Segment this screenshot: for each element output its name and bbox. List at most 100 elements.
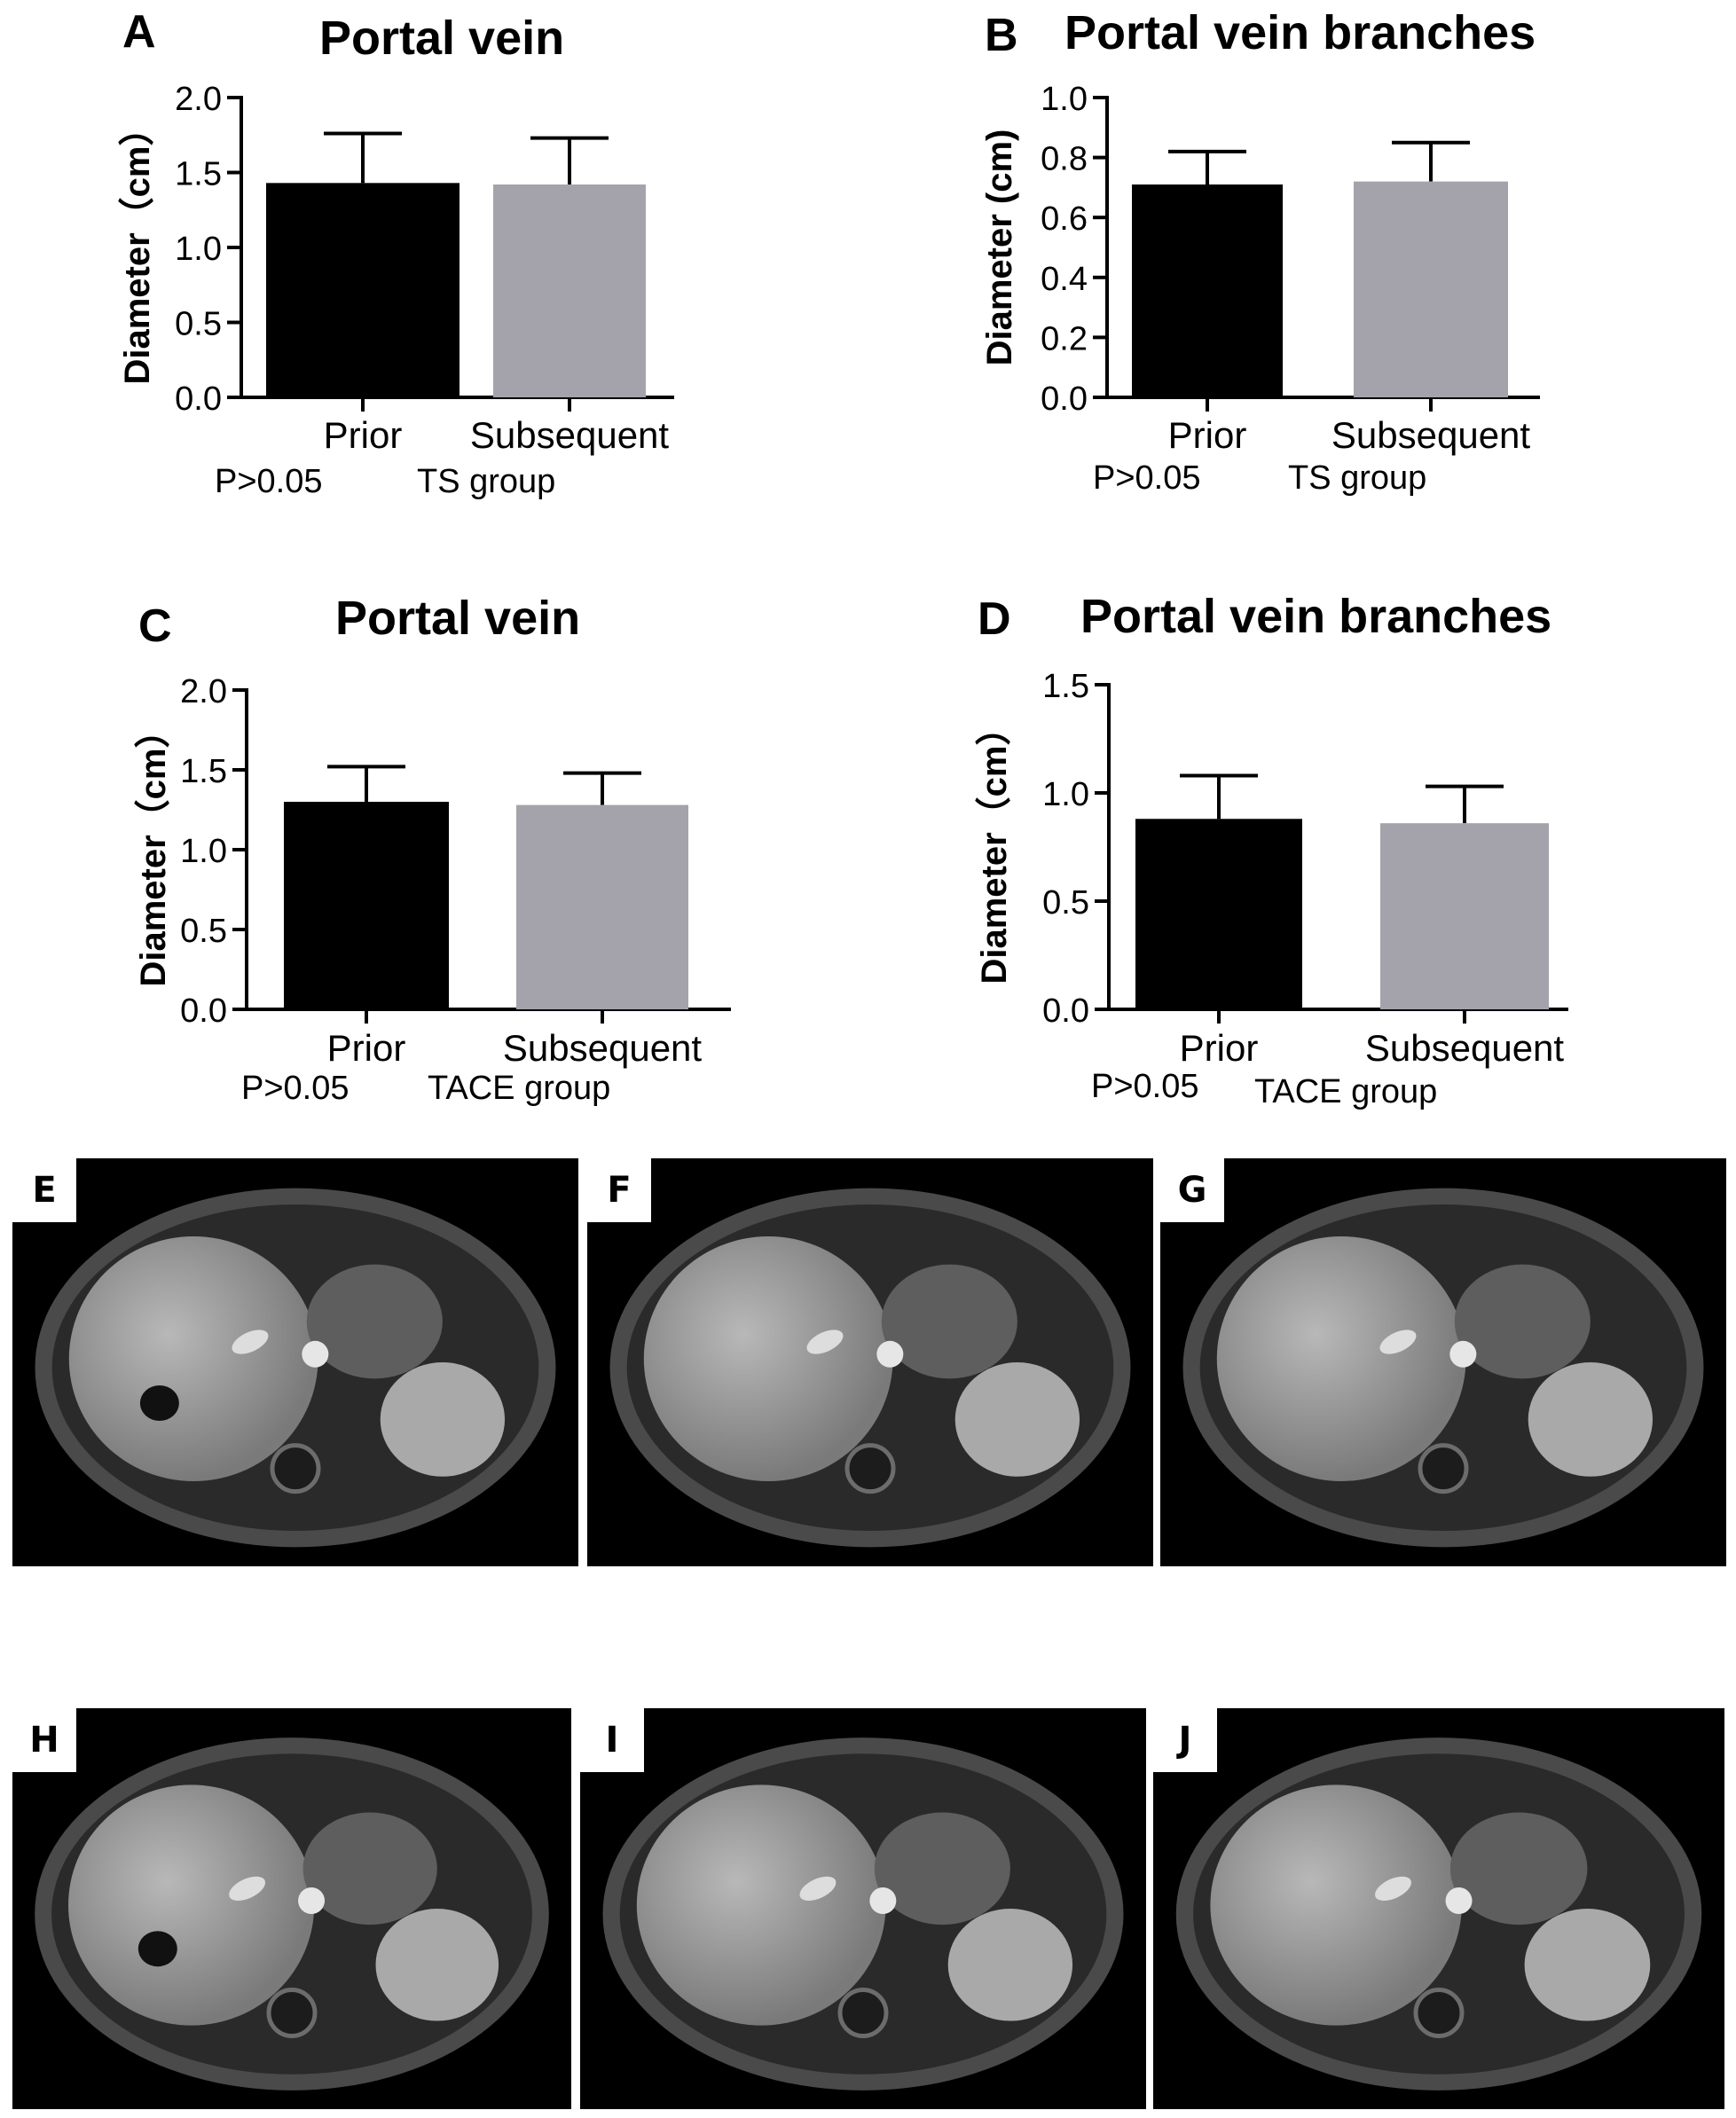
- mri-axial-abdomen-icon: [1175, 1738, 1702, 2091]
- spine-shape: [266, 1988, 318, 2039]
- aorta-shape: [1449, 1340, 1477, 1368]
- portal-vein-shape: [232, 1330, 269, 1354]
- chart-title-b: Portal vein branches: [1064, 6, 1536, 59]
- mri-axial-abdomen-icon: [35, 1738, 549, 2091]
- aorta-shape: [298, 1887, 326, 1914]
- mri-axial-abdomen-icon: [602, 1738, 1124, 2091]
- group-note-a: TS group: [417, 463, 556, 500]
- stomach-shape: [1449, 1812, 1588, 1926]
- y-tick-label: 0.4: [1041, 261, 1088, 298]
- stomach-shape: [881, 1264, 1017, 1379]
- portal-vein-shape: [1379, 1330, 1417, 1354]
- image-label-j: J: [1153, 1708, 1217, 1772]
- p-value-note-d: P>0.05: [1091, 1068, 1199, 1105]
- aorta-shape: [876, 1340, 904, 1368]
- y-tick-label: 1.0: [175, 231, 222, 268]
- p-value-note-a: P>0.05: [215, 463, 323, 500]
- y-tick-label: 0.5: [1042, 884, 1089, 922]
- image-label-i: I: [580, 1708, 644, 1772]
- y-tick-label: 1.5: [175, 156, 222, 193]
- y-axis-label: Diameter（cm）: [134, 712, 173, 986]
- stomach-shape: [302, 1812, 437, 1926]
- bar-subsequent: [493, 184, 646, 397]
- spleen-shape: [380, 1362, 506, 1477]
- spine-shape: [270, 1443, 321, 1494]
- stomach-shape: [1454, 1264, 1591, 1379]
- mri-axial-abdomen-icon: [35, 1188, 556, 1548]
- chart-title-c: Portal vein: [335, 592, 581, 645]
- y-tick-label: 0.2: [1041, 320, 1088, 357]
- spine-shape: [844, 1443, 896, 1494]
- group-note-c: TACE group: [428, 1070, 611, 1107]
- portal-vein-shape: [1375, 1876, 1411, 1902]
- y-tick-label: 1.0: [180, 833, 227, 870]
- bar-prior: [1132, 184, 1283, 397]
- y-axis-label: Diameter（cm）: [975, 710, 1014, 984]
- y-tick-label: 2.0: [175, 81, 222, 118]
- bar-subsequent: [516, 804, 688, 1009]
- portal-vein-shape: [229, 1876, 266, 1902]
- liver-shape: [643, 1236, 893, 1481]
- bar-prior: [1135, 819, 1302, 1009]
- liver-shape: [636, 1785, 886, 2026]
- mri-image-h: H: [12, 1708, 571, 2109]
- category-label: Subsequent: [470, 414, 670, 456]
- y-tick-label: 0.5: [175, 306, 222, 343]
- stomach-shape: [306, 1264, 443, 1379]
- bar-subsequent: [1380, 823, 1549, 1009]
- portal-vein-shape: [806, 1330, 844, 1354]
- y-tick-label: 0.8: [1041, 141, 1088, 178]
- panel-label-d: D: [978, 593, 1011, 645]
- image-label-f: F: [587, 1158, 651, 1222]
- y-tick-label: 2.0: [180, 673, 227, 710]
- group-note-b: TS group: [1288, 459, 1427, 497]
- aorta-shape: [1445, 1887, 1473, 1914]
- category-label: Subsequent: [1331, 414, 1531, 456]
- mri-image-g: G: [1160, 1158, 1726, 1566]
- stomach-shape: [874, 1812, 1010, 1926]
- lesion-shape: [137, 1931, 177, 1967]
- category-label: Prior: [324, 414, 403, 456]
- y-tick-label: 1.0: [1041, 81, 1088, 118]
- liver-shape: [1210, 1785, 1462, 2026]
- bar-subsequent: [1354, 181, 1508, 397]
- aorta-shape: [302, 1340, 329, 1368]
- y-tick-label: 0.0: [1042, 992, 1089, 1030]
- category-label: Prior: [1168, 414, 1247, 456]
- y-axis-label: Diameter (cm): [980, 129, 1019, 366]
- y-tick-label: 1.5: [1042, 668, 1089, 705]
- spleen-shape: [375, 1909, 499, 2021]
- image-label-g: G: [1160, 1158, 1224, 1222]
- y-tick-label: 0.5: [180, 913, 227, 950]
- category-label: Prior: [327, 1027, 406, 1069]
- mri-image-j: J: [1153, 1708, 1724, 2109]
- mri-axial-abdomen-icon: [1182, 1188, 1704, 1548]
- y-tick-label: 0.0: [1041, 380, 1088, 418]
- y-tick-label: 1.0: [1042, 776, 1089, 813]
- image-label-e: E: [12, 1158, 76, 1222]
- lesion-shape: [139, 1385, 179, 1421]
- mri-image-e: E: [12, 1158, 578, 1566]
- y-axis-label: Diameter（cm）: [118, 110, 157, 384]
- bar-prior: [284, 802, 449, 1009]
- y-tick-label: 1.5: [180, 753, 227, 790]
- category-label: Subsequent: [1365, 1027, 1565, 1069]
- spleen-shape: [1524, 1909, 1651, 2021]
- spine-shape: [837, 1988, 889, 2039]
- spleen-shape: [947, 1909, 1073, 2021]
- bar-prior: [266, 183, 460, 397]
- p-value-note-b: P>0.05: [1093, 459, 1201, 497]
- y-tick-label: 0.0: [175, 380, 222, 418]
- portal-vein-shape: [799, 1876, 837, 1902]
- chart-title-a: Portal vein: [319, 12, 565, 65]
- p-value-note-c: P>0.05: [241, 1070, 350, 1107]
- panel-label-a: A: [122, 6, 156, 58]
- mri-image-f: F: [587, 1158, 1153, 1566]
- image-label-h: H: [12, 1708, 76, 1772]
- spleen-shape: [954, 1362, 1080, 1477]
- panel-label-b: B: [985, 10, 1018, 61]
